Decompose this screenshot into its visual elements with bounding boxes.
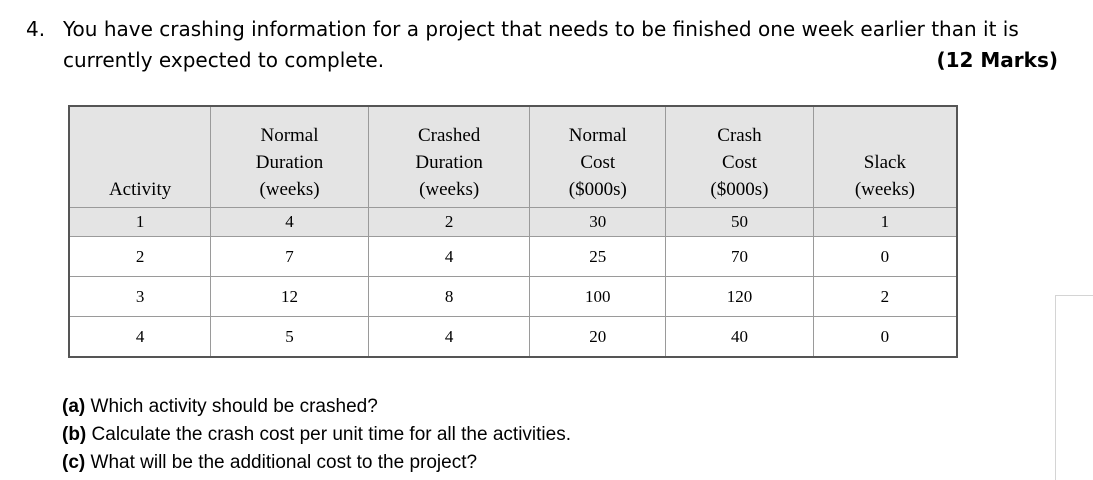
cell-normal-duration: 12 bbox=[210, 276, 369, 317]
subquestion-label: (b) bbox=[62, 424, 87, 445]
cell-normal-cost: 100 bbox=[529, 276, 667, 317]
cell-activity: 3 bbox=[68, 276, 212, 317]
header-crash-cost: Crash Cost ($000s) bbox=[665, 105, 814, 208]
cell-normal-cost: 20 bbox=[529, 316, 667, 358]
header-normal-cost: Normal Cost ($000s) bbox=[529, 105, 667, 208]
subquestion-text: What will be the additional cost to the … bbox=[90, 452, 478, 473]
header-normal-duration: Normal Duration (weeks) bbox=[210, 105, 369, 208]
subquestion-c: (c) What will be the additional cost to … bbox=[62, 449, 571, 477]
question-text-line-1: You have crashing information for a proj… bbox=[63, 17, 1019, 41]
question-text-line-2: currently expected to complete. bbox=[63, 48, 385, 72]
cell-crashed-duration: 4 bbox=[367, 316, 531, 358]
cell-slack: 0 bbox=[812, 236, 958, 277]
cell-activity: 2 bbox=[68, 236, 212, 277]
cell-slack: 0 bbox=[812, 316, 958, 358]
subquestion-list: (a) Which activity should be crashed? (b… bbox=[62, 393, 571, 477]
table-row: 4 5 4 20 40 0 bbox=[68, 316, 958, 358]
table-row: 1 4 2 30 50 1 bbox=[68, 207, 958, 237]
question-number: 4. bbox=[26, 17, 46, 41]
cell-slack: 2 bbox=[812, 276, 958, 317]
cell-crash-cost: 40 bbox=[665, 316, 814, 358]
cell-crash-cost: 120 bbox=[665, 276, 814, 317]
header-slack: Slack (weeks) bbox=[812, 105, 958, 208]
cell-normal-cost: 25 bbox=[529, 236, 667, 277]
cell-crash-cost: 70 bbox=[665, 236, 814, 277]
subquestion-label: (c) bbox=[62, 452, 86, 473]
crashing-table: Activity Normal Duration (weeks) Crashed… bbox=[68, 105, 958, 358]
cell-normal-cost: 30 bbox=[529, 207, 667, 237]
header-activity: Activity bbox=[68, 105, 212, 208]
cell-normal-duration: 4 bbox=[210, 207, 369, 237]
table-row: 3 12 8 100 120 2 bbox=[68, 276, 958, 317]
subquestion-text: Calculate the crash cost per unit time f… bbox=[91, 424, 571, 445]
cell-normal-duration: 5 bbox=[210, 316, 369, 358]
subquestion-b: (b) Calculate the crash cost per unit ti… bbox=[62, 421, 571, 449]
subquestion-a: (a) Which activity should be crashed? bbox=[62, 393, 571, 421]
table-header-row: Activity Normal Duration (weeks) Crashed… bbox=[68, 105, 958, 208]
cell-crashed-duration: 4 bbox=[367, 236, 531, 277]
adjacent-frame-edge bbox=[1055, 295, 1093, 480]
table-row: 2 7 4 25 70 0 bbox=[68, 236, 958, 277]
subquestion-label: (a) bbox=[62, 396, 86, 417]
subquestion-text: Which activity should be crashed? bbox=[90, 396, 378, 417]
cell-crashed-duration: 2 bbox=[367, 207, 531, 237]
cell-slack: 1 bbox=[812, 207, 958, 237]
cell-activity: 4 bbox=[68, 316, 212, 358]
cell-crash-cost: 50 bbox=[665, 207, 814, 237]
cell-crashed-duration: 8 bbox=[367, 276, 531, 317]
header-crashed-duration: Crashed Duration (weeks) bbox=[367, 105, 531, 208]
cell-activity: 1 bbox=[68, 207, 212, 237]
marks-label: (12 Marks) bbox=[936, 48, 1058, 72]
cell-normal-duration: 7 bbox=[210, 236, 369, 277]
